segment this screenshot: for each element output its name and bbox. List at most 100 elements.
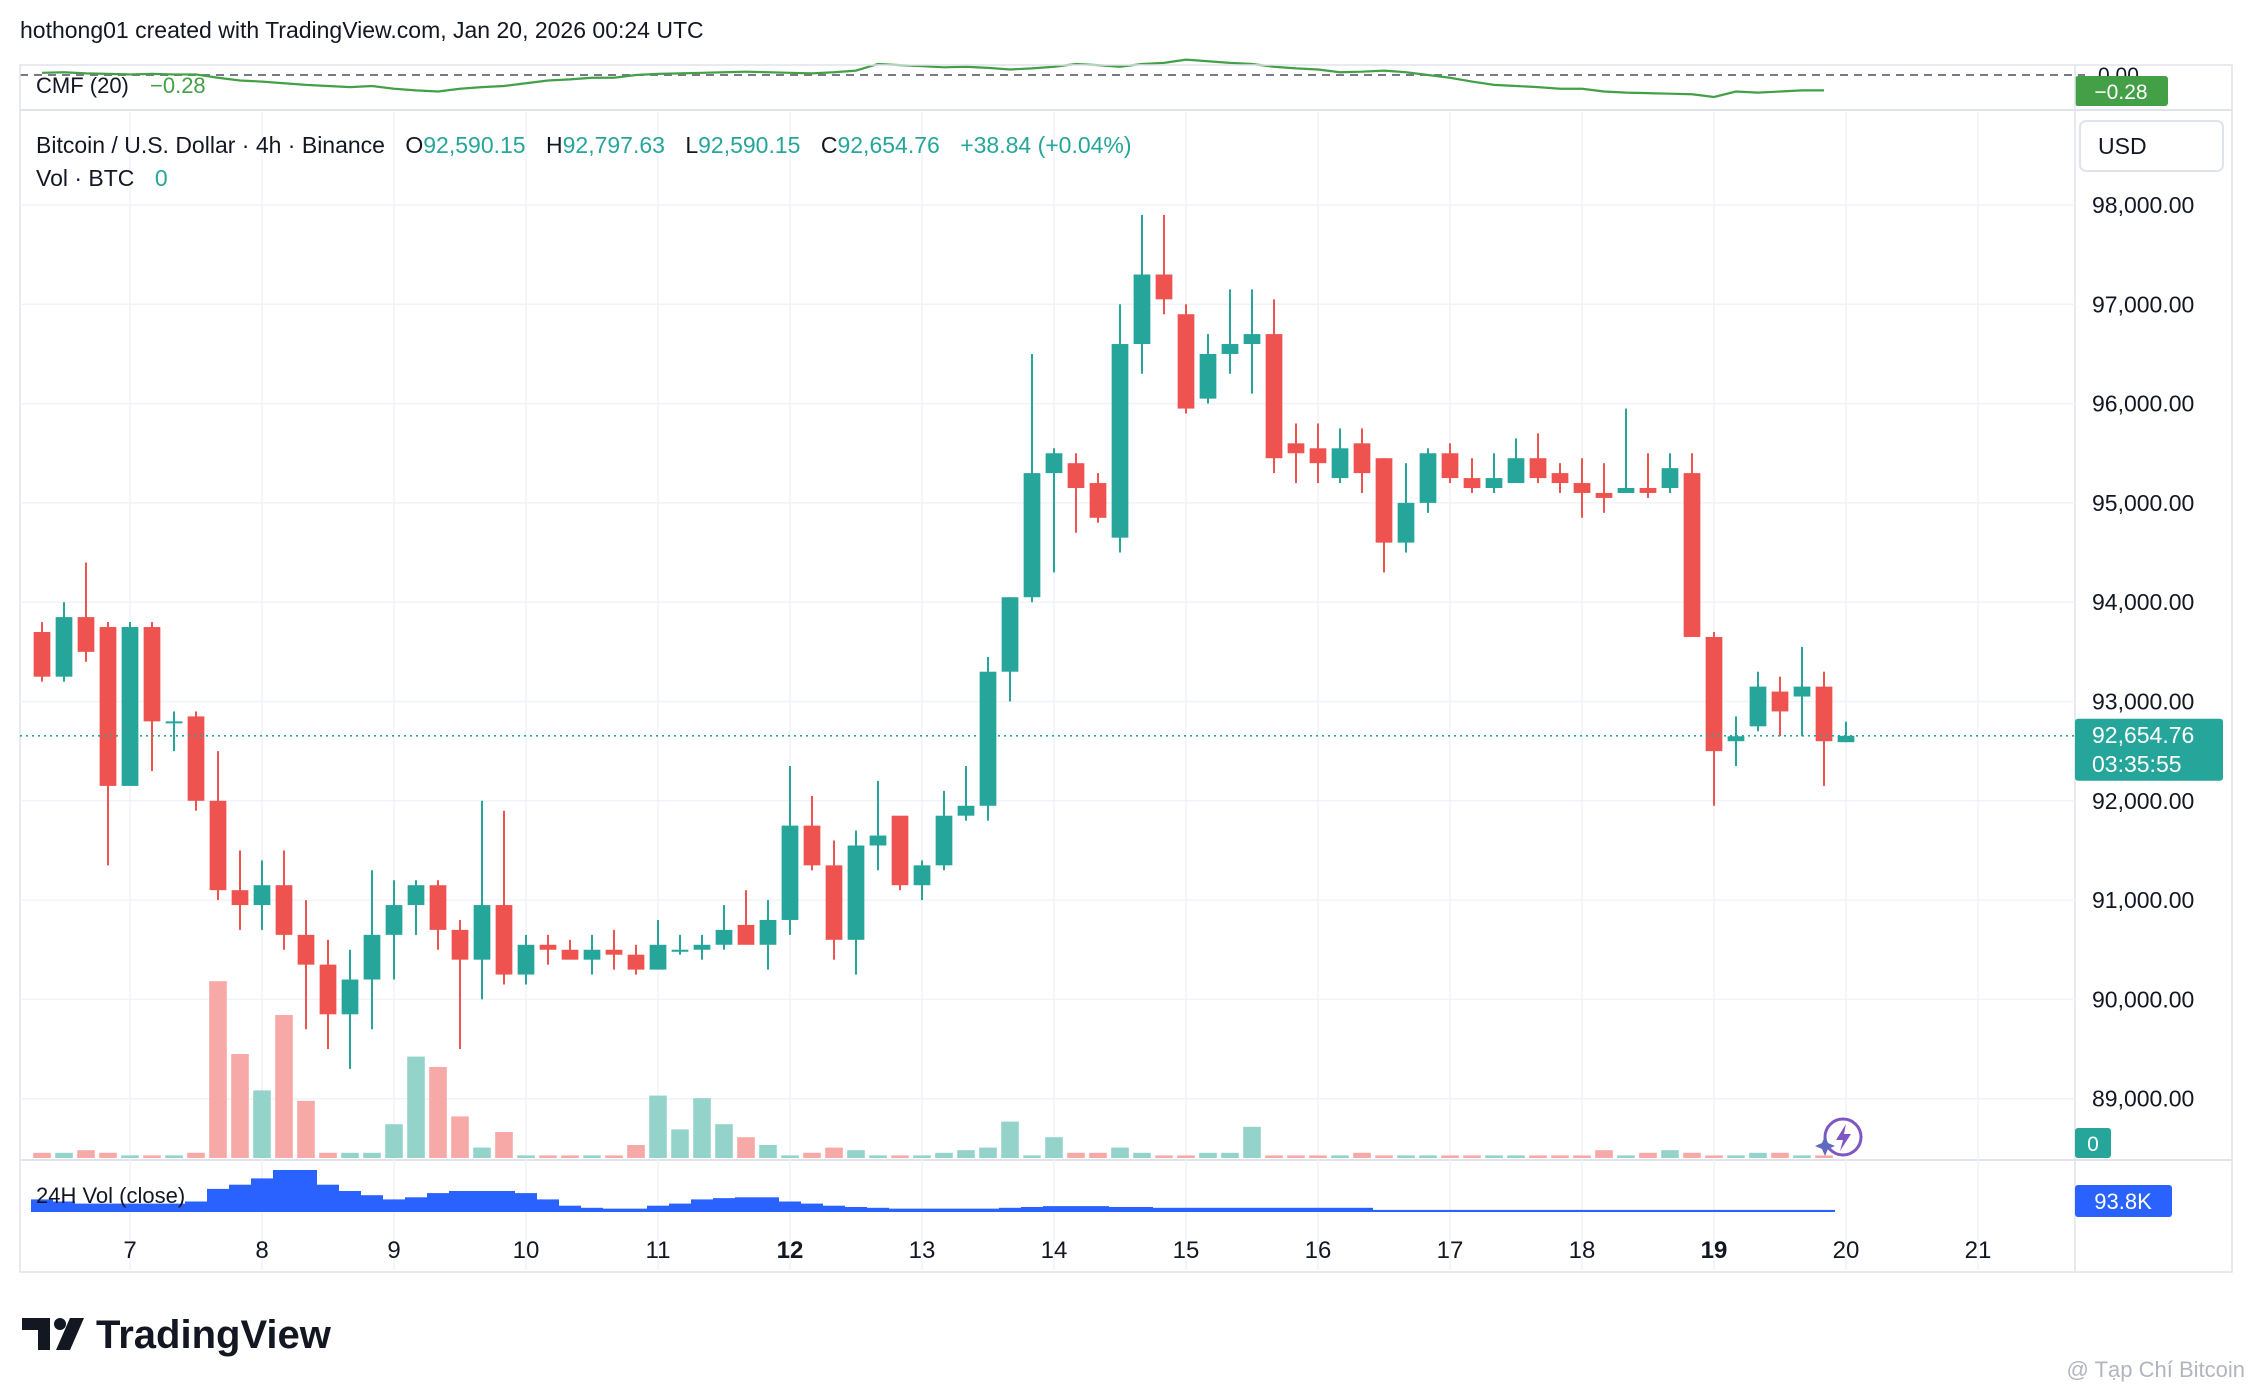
candle[interactable]	[1639, 453, 1657, 498]
currency-button-bg[interactable]	[2079, 120, 2224, 172]
candle[interactable]	[1595, 463, 1613, 513]
candle[interactable]	[1727, 716, 1745, 767]
candle-body	[1485, 478, 1503, 489]
candle[interactable]	[913, 860, 931, 901]
candle[interactable]	[869, 780, 887, 871]
candle[interactable]	[473, 800, 491, 1000]
candle[interactable]	[1045, 448, 1063, 573]
candle[interactable]	[1507, 438, 1525, 484]
candle[interactable]	[517, 934, 535, 985]
candle[interactable]	[1441, 443, 1459, 484]
candle[interactable]	[187, 711, 205, 811]
candle[interactable]	[1243, 289, 1261, 394]
candle[interactable]	[1419, 448, 1437, 513]
lightning-icon[interactable]	[1815, 1117, 1863, 1157]
candle[interactable]	[847, 830, 865, 975]
candle[interactable]	[1177, 304, 1195, 414]
candle[interactable]	[671, 934, 689, 955]
candle[interactable]	[451, 919, 469, 1050]
candle[interactable]	[1353, 428, 1371, 493]
candle[interactable]	[715, 905, 733, 950]
candle[interactable]	[803, 795, 821, 871]
candle[interactable]	[759, 900, 777, 970]
candle[interactable]	[1155, 214, 1173, 315]
candle-body	[693, 944, 711, 950]
candle[interactable]	[495, 810, 513, 985]
candle[interactable]	[1199, 334, 1217, 404]
candle[interactable]	[935, 790, 953, 871]
candle[interactable]	[1111, 304, 1129, 553]
candle[interactable]	[649, 919, 667, 970]
candle[interactable]	[1089, 473, 1107, 523]
candle[interactable]	[1837, 721, 1855, 743]
candle[interactable]	[1133, 214, 1151, 374]
candle[interactable]	[891, 815, 909, 891]
candle[interactable]	[737, 890, 755, 945]
currency-button[interactable]: USD	[2079, 120, 2224, 172]
candle[interactable]	[209, 751, 227, 901]
candle[interactable]	[385, 880, 403, 980]
candle[interactable]	[627, 944, 645, 975]
candle[interactable]	[1287, 423, 1305, 484]
candle[interactable]	[979, 656, 997, 821]
candle[interactable]	[275, 850, 293, 950]
candle[interactable]	[1661, 453, 1679, 493]
candle[interactable]	[1793, 646, 1811, 737]
candle[interactable]	[583, 934, 601, 975]
time-axis[interactable]: 7 8 9 10 11 12 13 14 15 16 17 18 19 20 21	[123, 1237, 1991, 1264]
candle[interactable]	[407, 880, 425, 935]
candle[interactable]	[253, 860, 271, 930]
candle[interactable]	[1067, 453, 1085, 533]
candle[interactable]	[297, 900, 315, 1030]
price-axis[interactable]: 98,000.00 97,000.00 96,000.00 95,000.00 94,0…	[2092, 192, 2194, 1112]
candle[interactable]	[99, 622, 117, 866]
candle[interactable]	[1771, 676, 1789, 737]
candle[interactable]	[1001, 597, 1019, 702]
candle-body	[55, 617, 73, 677]
candle[interactable]	[429, 880, 447, 950]
candle[interactable]	[1749, 671, 1767, 732]
candle[interactable]	[1551, 463, 1569, 493]
candle[interactable]	[1309, 423, 1327, 484]
vol24-pane[interactable]: 24H Vol (close) 93.8K	[31, 1170, 2172, 1217]
candle[interactable]	[539, 934, 557, 965]
candle[interactable]	[77, 562, 95, 662]
candle[interactable]	[1815, 671, 1833, 786]
candle[interactable]	[1331, 428, 1349, 484]
candle[interactable]	[341, 949, 359, 1069]
candle[interactable]	[1375, 458, 1393, 573]
candle[interactable]	[1485, 453, 1503, 493]
vol24-bar	[713, 1198, 735, 1212]
vol24-histogram	[31, 1170, 1835, 1212]
candle[interactable]	[1397, 463, 1415, 553]
candle[interactable]	[1683, 453, 1701, 637]
candle[interactable]	[1705, 631, 1723, 806]
candle[interactable]	[1463, 458, 1481, 493]
candle[interactable]	[781, 766, 799, 935]
candle[interactable]	[319, 939, 337, 1050]
candle[interactable]	[1023, 353, 1041, 603]
lightning-icon-bolt[interactable]	[1836, 1124, 1851, 1151]
candle[interactable]	[693, 934, 711, 960]
candle[interactable]	[363, 870, 381, 1030]
candle-body	[979, 671, 997, 806]
cmf-pane[interactable]: CMF (20) −0.28 0.00 −0.28	[20, 58, 2168, 106]
candle[interactable]	[1573, 458, 1591, 518]
candle[interactable]	[231, 850, 249, 930]
candle[interactable]	[55, 602, 73, 682]
candle[interactable]	[605, 929, 623, 970]
candle[interactable]	[33, 622, 51, 682]
candle[interactable]	[121, 622, 139, 786]
candle[interactable]	[561, 939, 579, 960]
volume-bar	[77, 1150, 95, 1158]
candle[interactable]	[143, 622, 161, 772]
candle[interactable]	[957, 766, 975, 821]
candle[interactable]	[1529, 433, 1547, 484]
candle[interactable]	[1617, 408, 1635, 493]
candle[interactable]	[825, 840, 843, 960]
candle[interactable]	[1221, 289, 1239, 374]
candles[interactable]	[33, 214, 1855, 1069]
candle[interactable]	[1265, 299, 1283, 474]
candle[interactable]	[165, 711, 183, 752]
currency-label[interactable]: USD	[2098, 133, 2147, 159]
